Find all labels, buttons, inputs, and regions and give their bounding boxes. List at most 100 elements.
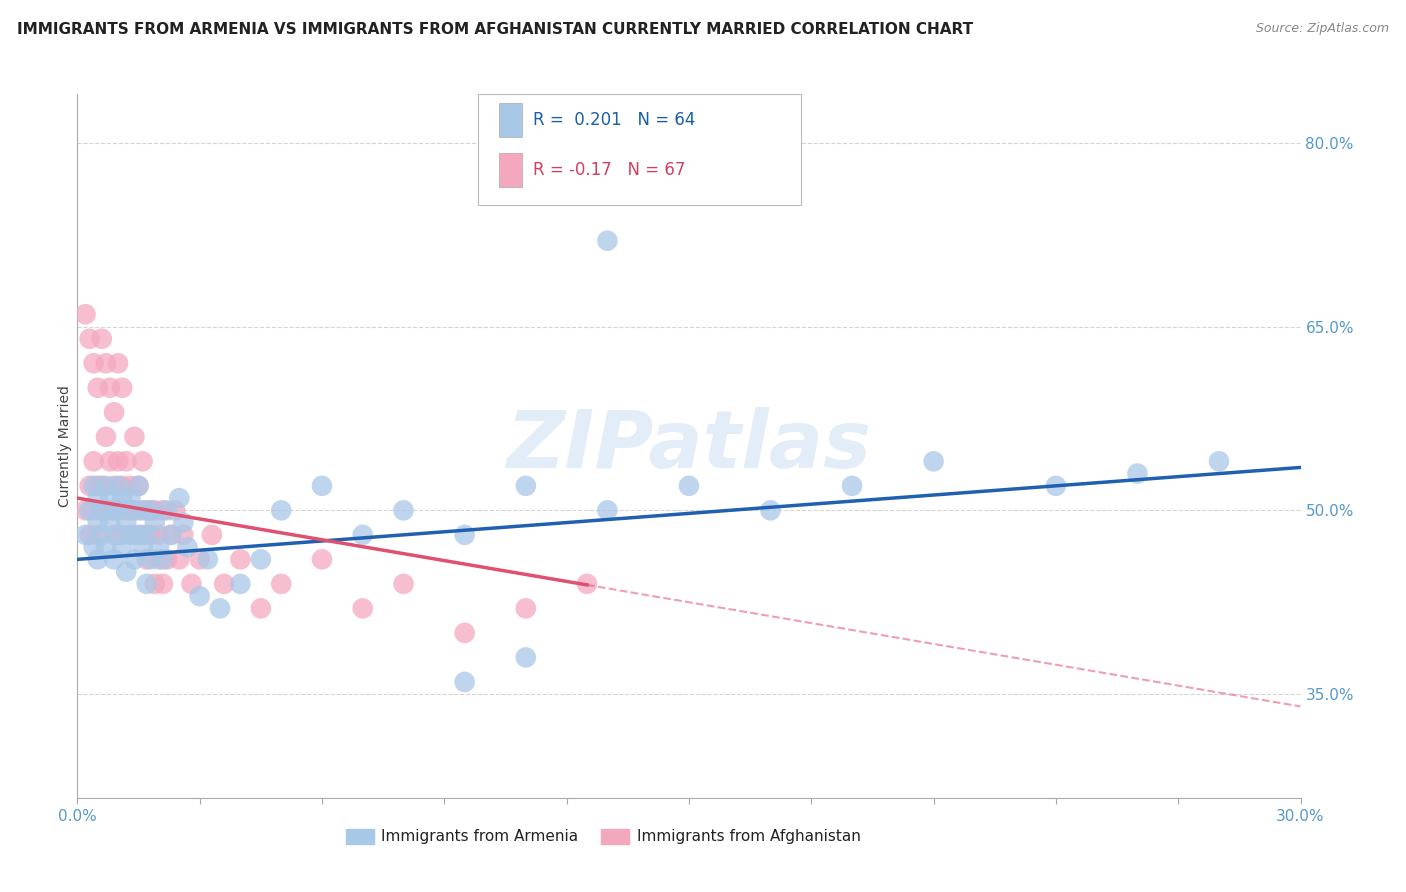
Point xyxy=(229,577,252,591)
Point xyxy=(135,577,157,591)
Point xyxy=(148,552,170,566)
Point xyxy=(98,491,121,505)
Point xyxy=(165,503,187,517)
Point xyxy=(188,589,211,603)
Point xyxy=(156,503,179,517)
Point xyxy=(515,601,537,615)
Point xyxy=(453,674,475,689)
Point xyxy=(139,503,162,517)
Point xyxy=(111,540,134,554)
Point xyxy=(139,503,162,517)
Point xyxy=(270,577,292,591)
Point xyxy=(120,479,142,493)
Point xyxy=(148,528,170,542)
Point xyxy=(87,528,110,542)
Point xyxy=(115,565,138,579)
Point xyxy=(83,356,105,370)
Point xyxy=(107,503,129,517)
Point xyxy=(596,234,619,248)
Point xyxy=(90,503,112,517)
Point xyxy=(250,552,273,566)
Text: R =  0.201   N = 64: R = 0.201 N = 64 xyxy=(533,112,695,129)
Point xyxy=(120,503,142,517)
Text: Source: ZipAtlas.com: Source: ZipAtlas.com xyxy=(1256,22,1389,36)
Point xyxy=(79,479,101,493)
Point xyxy=(169,491,191,505)
Point xyxy=(127,503,149,517)
Point xyxy=(111,491,134,505)
Point xyxy=(94,356,117,370)
Point xyxy=(107,356,129,370)
Point xyxy=(197,552,219,566)
Point xyxy=(311,552,333,566)
Point xyxy=(79,332,101,346)
Point xyxy=(98,503,121,517)
Point xyxy=(124,552,146,566)
Point xyxy=(180,577,202,591)
Point xyxy=(596,503,619,517)
Point xyxy=(87,552,110,566)
Point xyxy=(152,577,174,591)
Point xyxy=(94,540,117,554)
Point xyxy=(841,479,863,493)
Point xyxy=(139,552,162,566)
Point xyxy=(139,528,162,542)
Point xyxy=(103,528,125,542)
Text: ZIPatlas: ZIPatlas xyxy=(506,407,872,485)
Point xyxy=(83,540,105,554)
Point xyxy=(90,332,112,346)
Text: R = -0.17   N = 67: R = -0.17 N = 67 xyxy=(533,161,685,179)
Point xyxy=(453,528,475,542)
Point xyxy=(152,503,174,517)
Point xyxy=(453,626,475,640)
Point xyxy=(176,540,198,554)
Y-axis label: Currently Married: Currently Married xyxy=(58,385,72,507)
Point xyxy=(515,650,537,665)
Point xyxy=(131,503,153,517)
Point xyxy=(127,479,149,493)
Point xyxy=(131,540,153,554)
Point xyxy=(352,601,374,615)
Point xyxy=(392,577,415,591)
Point xyxy=(208,601,231,615)
Point xyxy=(107,528,129,542)
Point xyxy=(1208,454,1230,468)
Point xyxy=(201,528,224,542)
Point xyxy=(1045,479,1067,493)
Point xyxy=(131,454,153,468)
Point xyxy=(120,491,142,505)
Point xyxy=(124,528,146,542)
Point xyxy=(143,577,166,591)
Point xyxy=(87,491,110,505)
Point xyxy=(87,381,110,395)
Point xyxy=(311,479,333,493)
Point xyxy=(172,528,194,542)
Point xyxy=(83,454,105,468)
Point xyxy=(135,528,157,542)
Point xyxy=(922,454,945,468)
Point xyxy=(75,528,97,542)
Point xyxy=(83,503,105,517)
Point xyxy=(143,516,166,530)
Point xyxy=(131,528,153,542)
Point xyxy=(83,479,105,493)
Legend: Immigrants from Armenia, Immigrants from Afghanistan: Immigrants from Armenia, Immigrants from… xyxy=(340,822,866,851)
Point xyxy=(120,528,142,542)
Point xyxy=(678,479,700,493)
Point xyxy=(75,307,97,321)
Point xyxy=(107,479,129,493)
Point xyxy=(94,479,117,493)
Point xyxy=(127,528,149,542)
Point xyxy=(160,528,183,542)
Point xyxy=(98,516,121,530)
Point xyxy=(148,540,170,554)
Point xyxy=(152,552,174,566)
Point xyxy=(90,503,112,517)
Text: IMMIGRANTS FROM ARMENIA VS IMMIGRANTS FROM AFGHANISTAN CURRENTLY MARRIED CORRELA: IMMIGRANTS FROM ARMENIA VS IMMIGRANTS FR… xyxy=(17,22,973,37)
Point xyxy=(127,479,149,493)
Point xyxy=(188,552,211,566)
Point xyxy=(115,516,138,530)
Point xyxy=(94,503,117,517)
Point xyxy=(98,454,121,468)
Point xyxy=(1126,467,1149,481)
